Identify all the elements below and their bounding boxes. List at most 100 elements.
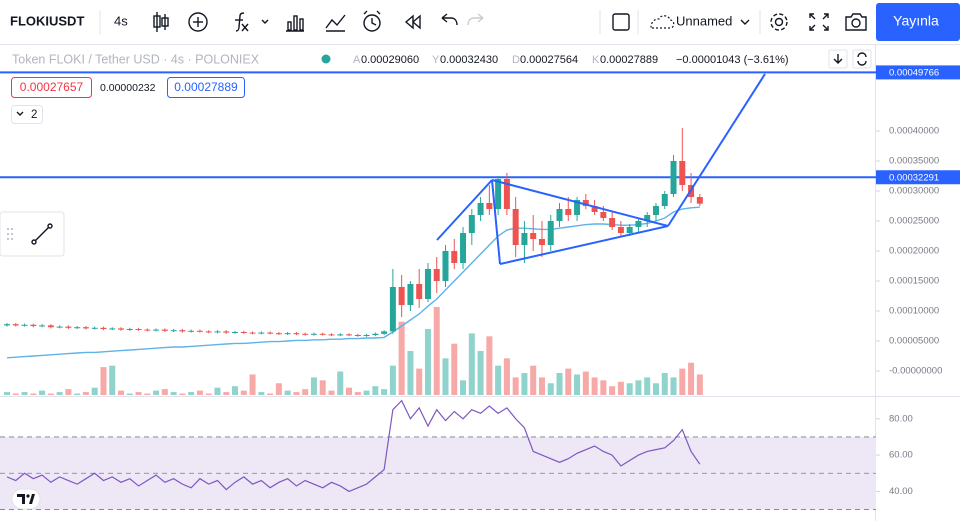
replay-icon[interactable]: [404, 14, 421, 30]
volume-bar: [275, 383, 282, 395]
volume-bar: [240, 390, 247, 395]
indicator-add-icon[interactable]: [188, 12, 208, 32]
y-tick-label: 0.00010000: [889, 306, 939, 317]
volume-bar: [407, 351, 414, 395]
candle-body: [161, 329, 168, 331]
drag-handle[interactable]: [7, 228, 13, 240]
volume-bar: [696, 374, 703, 395]
candle-body: [512, 209, 519, 245]
fx-icon[interactable]: [235, 12, 269, 32]
rsi-band: [0, 436, 876, 510]
candle-body: [679, 161, 686, 185]
volume-bar: [12, 393, 19, 395]
change-value: −0.00001043 (−3.61%): [676, 54, 789, 66]
y-tick-label: -0.00000000: [889, 366, 942, 377]
price-line-label: 0.00032291: [889, 172, 939, 183]
volume-bar: [433, 307, 440, 395]
volume-bar: [468, 333, 475, 395]
volume-bar: [100, 367, 107, 395]
trend-drawings: [436, 73, 766, 265]
candle-type-icon[interactable]: [153, 12, 169, 32]
volume-bar: [477, 351, 484, 395]
alert-icon[interactable]: [363, 10, 381, 32]
settings-icon[interactable]: [770, 13, 788, 31]
sell-box[interactable]: [11, 77, 92, 98]
candle-body: [30, 324, 37, 326]
volume-bar: [109, 365, 116, 395]
toolbar: [0, 0, 960, 44]
candle-body: [135, 329, 142, 330]
volume-bar: [223, 392, 230, 395]
compare-icon[interactable]: [325, 14, 346, 32]
trendline-tool[interactable]: [31, 223, 53, 245]
volume-layer: [4, 307, 703, 395]
volume-bar: [389, 365, 396, 395]
volume-bar: [337, 371, 344, 395]
volume-bar: [600, 380, 607, 395]
volume-bar: [521, 373, 528, 395]
candle-body: [91, 327, 98, 329]
volume-bar: [91, 387, 98, 395]
price-layer: 0.00040000 0.00035000 0.00030000 0.00025000…: [0, 65, 960, 377]
candle-body: [451, 251, 458, 263]
publish-label[interactable]: Yayınla: [893, 13, 939, 29]
layout-chevron[interactable]: [740, 19, 750, 25]
snapshot-icon[interactable]: [845, 13, 867, 31]
layout-name[interactable]: Unnamed: [676, 13, 732, 28]
volume-bar: [574, 374, 581, 395]
candle-body: [556, 209, 563, 221]
volume-bar: [205, 393, 212, 395]
reset-button[interactable]: [852, 49, 872, 69]
symbol[interactable]: FLOKIUSDT: [10, 13, 84, 28]
indicators-toggle[interactable]: [11, 105, 43, 124]
volume-bar: [495, 365, 502, 395]
volume-bar: [153, 390, 160, 395]
candle-body: [319, 333, 326, 335]
buy-box[interactable]: [167, 77, 245, 98]
buy-price[interactable]: 0.00027889: [174, 80, 238, 94]
volume-bar: [293, 392, 300, 395]
market-status: [321, 54, 331, 64]
volume-bar: [451, 343, 458, 395]
volume-bar: [249, 374, 256, 395]
fullscreen-icon[interactable]: [809, 13, 829, 31]
open-value: 0.00029060: [361, 54, 419, 66]
candle-body: [389, 287, 396, 332]
templates-icon[interactable]: [286, 15, 304, 32]
candle-body: [547, 221, 554, 245]
volume-bar: [538, 377, 545, 395]
candle-body: [346, 334, 353, 336]
chevron: [16, 111, 24, 116]
publish-button[interactable]: [876, 3, 960, 41]
candle-body: [477, 203, 484, 215]
candle-body: [21, 324, 28, 326]
candle-body: [416, 284, 423, 299]
candle-body: [442, 251, 449, 281]
select-icon[interactable]: [612, 13, 630, 31]
candle-body: [670, 161, 677, 194]
candle-body: [4, 324, 10, 326]
volume-bar: [547, 383, 554, 395]
candle-body: [626, 227, 633, 233]
volume-bar: [661, 373, 668, 395]
undo-icon[interactable]: [441, 13, 458, 26]
volume-bar: [144, 393, 151, 395]
interval[interactable]: 4s: [114, 13, 128, 28]
sell-price[interactable]: 0.00027657: [20, 80, 84, 94]
volume-bar: [214, 387, 221, 395]
candle-body: [65, 326, 72, 328]
volume-bar: [56, 392, 63, 395]
volume-bar: [47, 393, 54, 395]
volume-bar: [21, 392, 28, 395]
price-line-label-bg: [876, 170, 960, 185]
candle-body: [530, 233, 537, 239]
candle-body: [170, 330, 177, 332]
volume-bar: [39, 390, 46, 395]
candle-body: [100, 327, 107, 329]
candle-body: [205, 331, 212, 333]
candle-body: [258, 332, 265, 334]
redo-icon[interactable]: [467, 13, 484, 26]
candle-body: [109, 328, 116, 330]
